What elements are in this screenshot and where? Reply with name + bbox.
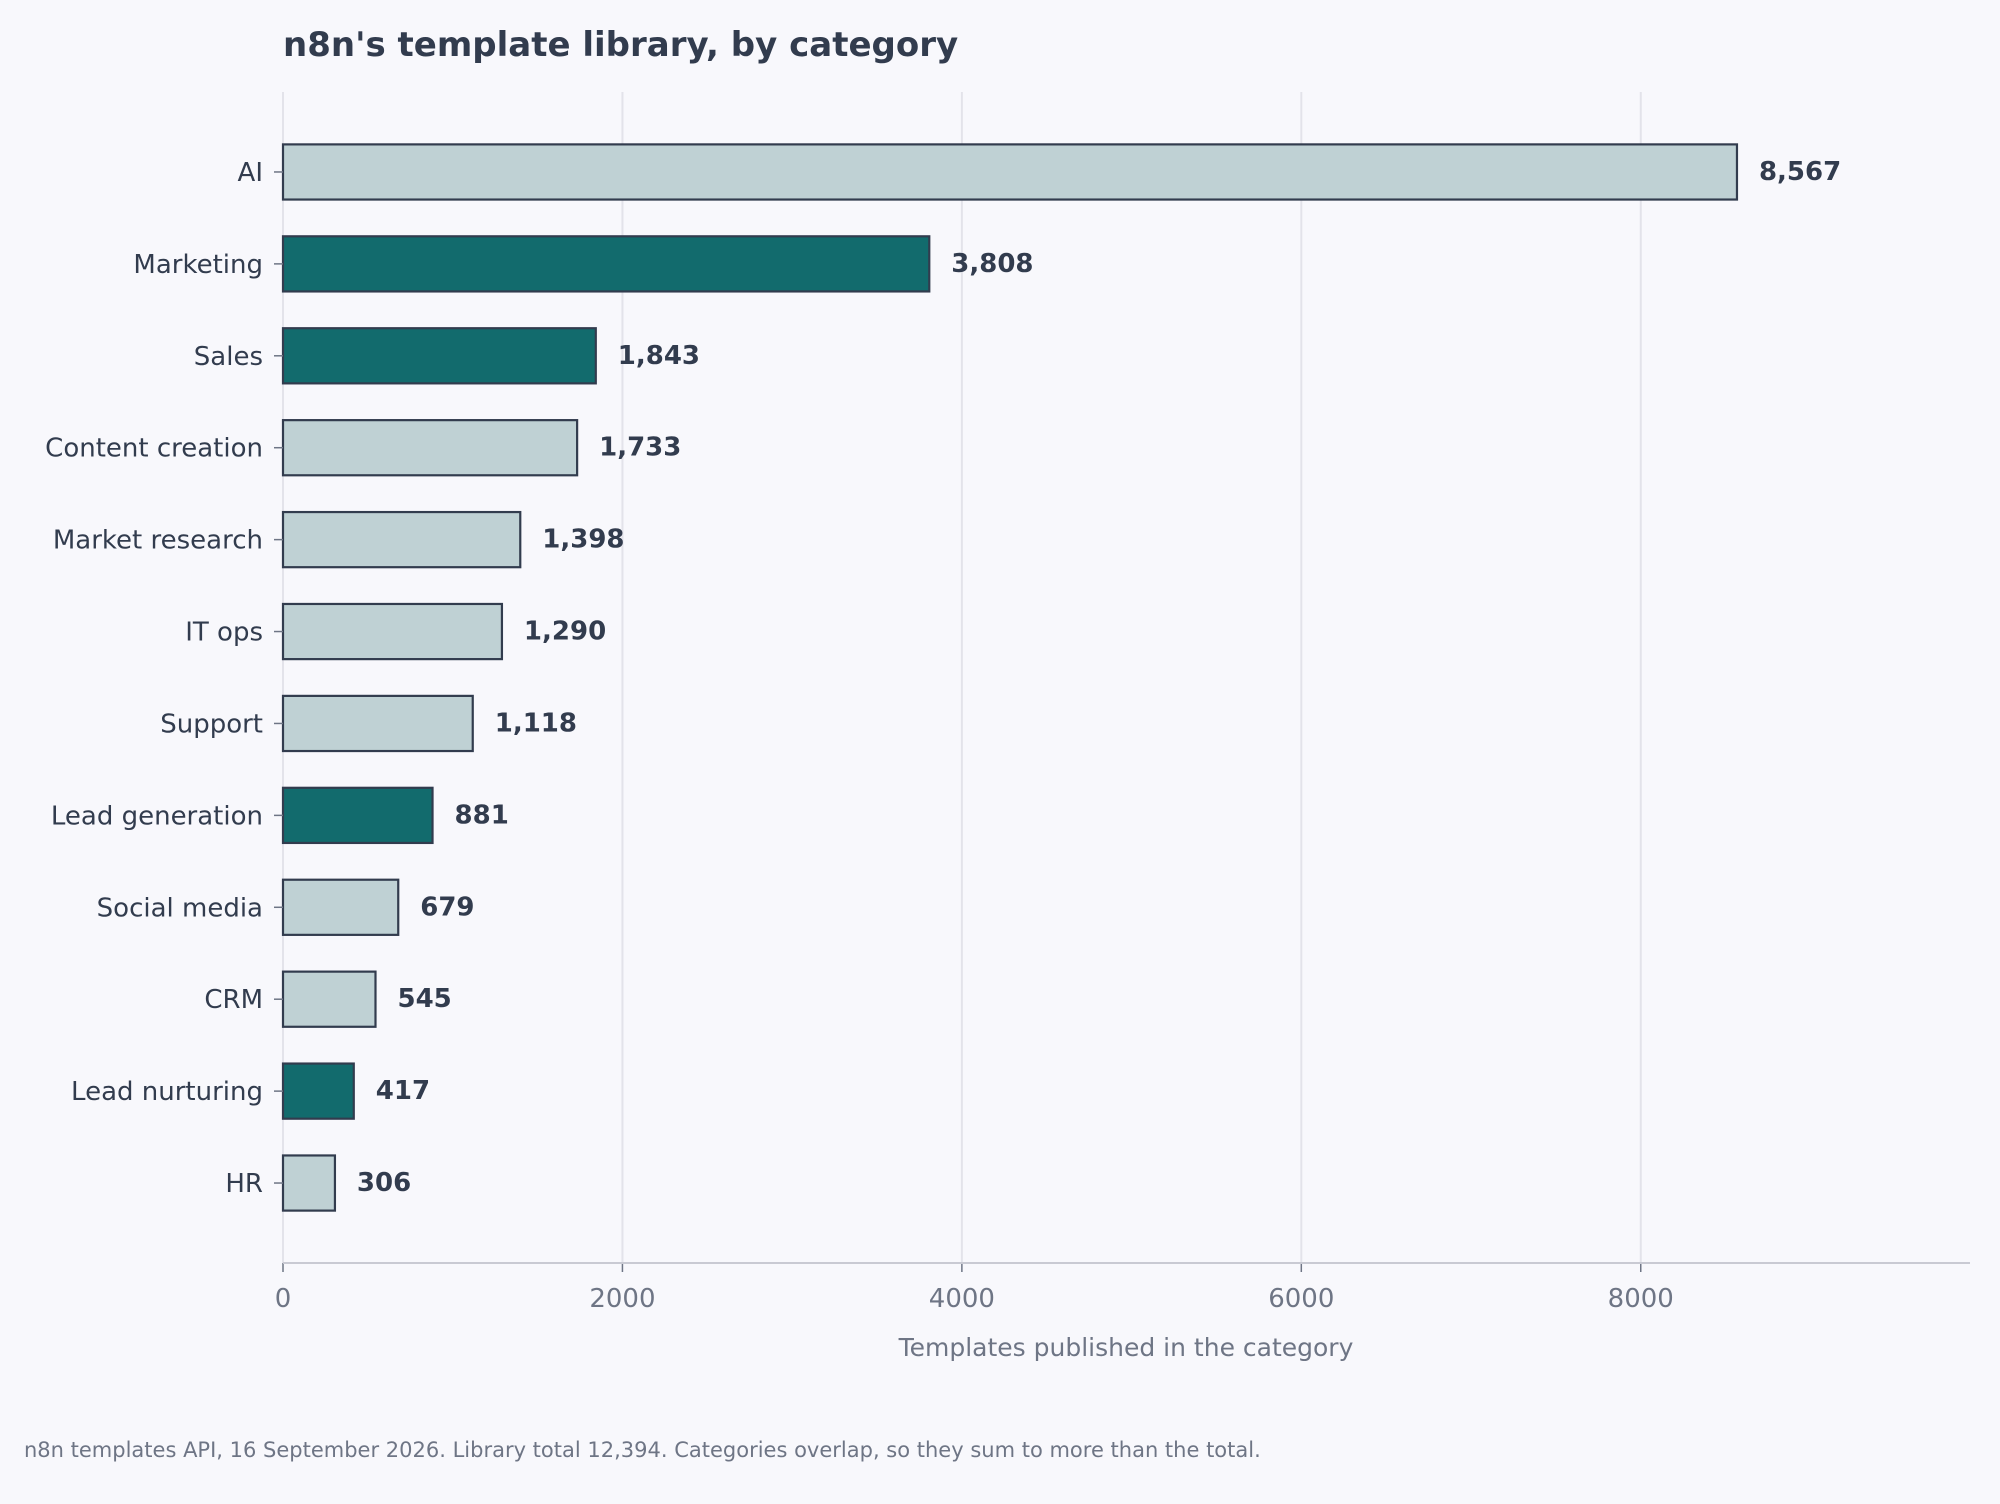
- axes: 0 2000 4000 6000 8000 AI Marketing Sales Content…: [45, 158, 1970, 1314]
- x-tick-label: 6000: [1268, 1284, 1334, 1314]
- bar-social-media: [281, 878, 400, 936]
- value-label: 1,843: [618, 341, 700, 371]
- category-label: AI: [238, 158, 263, 188]
- category-label: Social media: [97, 893, 263, 923]
- bar-content-creation: [281, 419, 579, 477]
- value-label: 1,118: [495, 708, 577, 738]
- category-label: HR: [225, 1169, 263, 1199]
- x-tick-label: 2000: [589, 1284, 655, 1314]
- bars: 8,567 3,808 1,843 1,733 1,398 1,290 1,118 881 67…: [281, 143, 1841, 1212]
- x-axis-title: Templates published in the category: [898, 1333, 1354, 1362]
- category-label: CRM: [204, 985, 263, 1015]
- bar-sales: [281, 327, 597, 385]
- x-tick-label: 0: [275, 1284, 292, 1314]
- value-label: 679: [420, 892, 474, 922]
- value-label: 8,567: [1759, 157, 1841, 187]
- category-label: IT ops: [185, 618, 263, 648]
- category-label: Lead nurturing: [71, 1077, 263, 1107]
- x-tick-label: 4000: [929, 1284, 995, 1314]
- chart-title: n8n's template library, by category: [283, 25, 958, 65]
- bar-hr: [281, 1154, 337, 1212]
- category-label: Support: [160, 709, 263, 739]
- value-label: 545: [397, 984, 451, 1014]
- value-label: 417: [376, 1076, 430, 1106]
- value-label: 881: [455, 800, 509, 830]
- value-label: 1,398: [542, 525, 624, 555]
- category-label: Sales: [194, 342, 263, 372]
- bar-lead-nurturing: [281, 1062, 355, 1120]
- value-label: 1,733: [599, 433, 681, 463]
- category-label: Market research: [53, 526, 263, 556]
- value-label: 3,808: [951, 249, 1033, 279]
- bar-lead-generation: [281, 786, 434, 845]
- value-label: 1,290: [524, 617, 606, 647]
- footnote: n8n templates API, 16 September 2026. Li…: [24, 1438, 1261, 1462]
- bar-it-ops: [281, 602, 504, 661]
- bar-marketing: [281, 235, 931, 293]
- category-label: Content creation: [45, 434, 263, 464]
- category-label: Lead generation: [51, 801, 263, 831]
- value-label: 306: [357, 1168, 411, 1198]
- x-tick-label: 8000: [1608, 1284, 1674, 1314]
- category-label: Marketing: [133, 250, 263, 280]
- bar-crm: [281, 970, 377, 1028]
- bar-support: [281, 694, 474, 753]
- bar-market-research: [281, 510, 522, 569]
- bar-ai: [281, 143, 1739, 201]
